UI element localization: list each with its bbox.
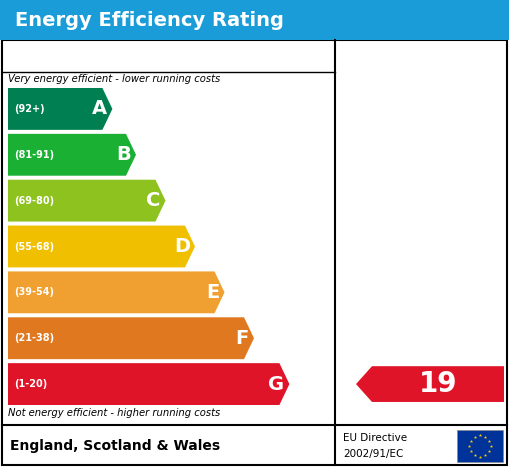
Text: Not energy efficient - higher running costs: Not energy efficient - higher running co… <box>8 408 220 418</box>
Text: (21-38): (21-38) <box>14 333 54 343</box>
Polygon shape <box>8 317 254 359</box>
Text: 2002/91/EC: 2002/91/EC <box>343 449 403 459</box>
Text: Very energy efficient - lower running costs: Very energy efficient - lower running co… <box>8 74 220 84</box>
Text: (92+): (92+) <box>14 104 45 114</box>
Text: C: C <box>146 191 160 210</box>
Polygon shape <box>8 226 195 268</box>
Text: G: G <box>268 375 285 394</box>
Text: (81-91): (81-91) <box>14 150 54 160</box>
Polygon shape <box>8 271 224 313</box>
Polygon shape <box>8 88 112 130</box>
Text: (69-80): (69-80) <box>14 196 54 205</box>
Text: F: F <box>236 329 249 348</box>
Polygon shape <box>8 180 165 221</box>
Text: (55-68): (55-68) <box>14 241 54 252</box>
Polygon shape <box>356 366 504 402</box>
Polygon shape <box>8 134 136 176</box>
Text: (39-54): (39-54) <box>14 287 54 297</box>
Text: B: B <box>116 145 131 164</box>
Text: E: E <box>206 283 219 302</box>
Text: 19: 19 <box>419 370 457 398</box>
Text: England, Scotland & Wales: England, Scotland & Wales <box>10 439 220 453</box>
Bar <box>0 0 509 40</box>
Text: A: A <box>92 99 107 119</box>
Text: EU Directive: EU Directive <box>343 433 407 444</box>
Text: D: D <box>174 237 190 256</box>
Bar <box>457 430 503 462</box>
Text: Energy Efficiency Rating: Energy Efficiency Rating <box>15 10 284 29</box>
Polygon shape <box>8 363 290 405</box>
Text: (1-20): (1-20) <box>14 379 47 389</box>
